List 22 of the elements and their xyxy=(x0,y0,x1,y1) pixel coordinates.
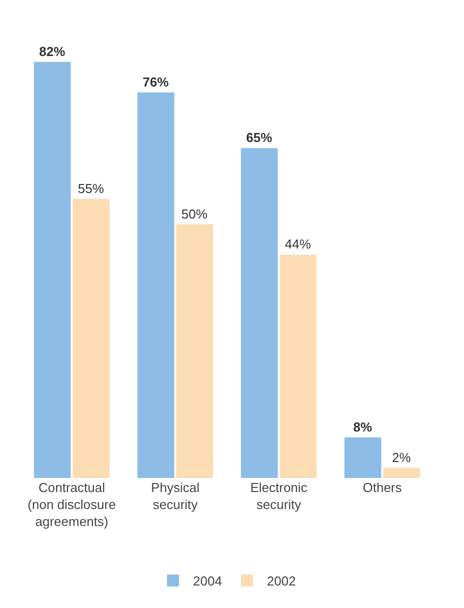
x-tick-label: Others xyxy=(362,480,402,495)
data-label: 2% xyxy=(392,450,412,465)
bar xyxy=(176,224,214,478)
x-tick-label: Electronic security xyxy=(250,480,308,512)
data-label: 76% xyxy=(142,74,170,90)
data-label: 65% xyxy=(246,130,273,146)
legend-label: 2004 xyxy=(193,574,222,589)
bar xyxy=(383,468,420,478)
bar xyxy=(240,148,278,478)
bar xyxy=(72,198,110,478)
bar xyxy=(34,62,71,478)
bar xyxy=(137,92,174,478)
data-label: 50% xyxy=(181,206,208,222)
data-label: 82% xyxy=(39,44,66,59)
x-tick-label: Contractual (non disclosure agreements) xyxy=(28,480,116,529)
data-label: 8% xyxy=(353,419,372,434)
legend-label: 2002 xyxy=(266,574,296,589)
bar xyxy=(344,437,382,478)
x-tick-label: Physical security xyxy=(151,480,200,512)
data-label: 55% xyxy=(78,180,104,196)
bar xyxy=(280,254,317,478)
data-label: 44% xyxy=(284,236,312,252)
